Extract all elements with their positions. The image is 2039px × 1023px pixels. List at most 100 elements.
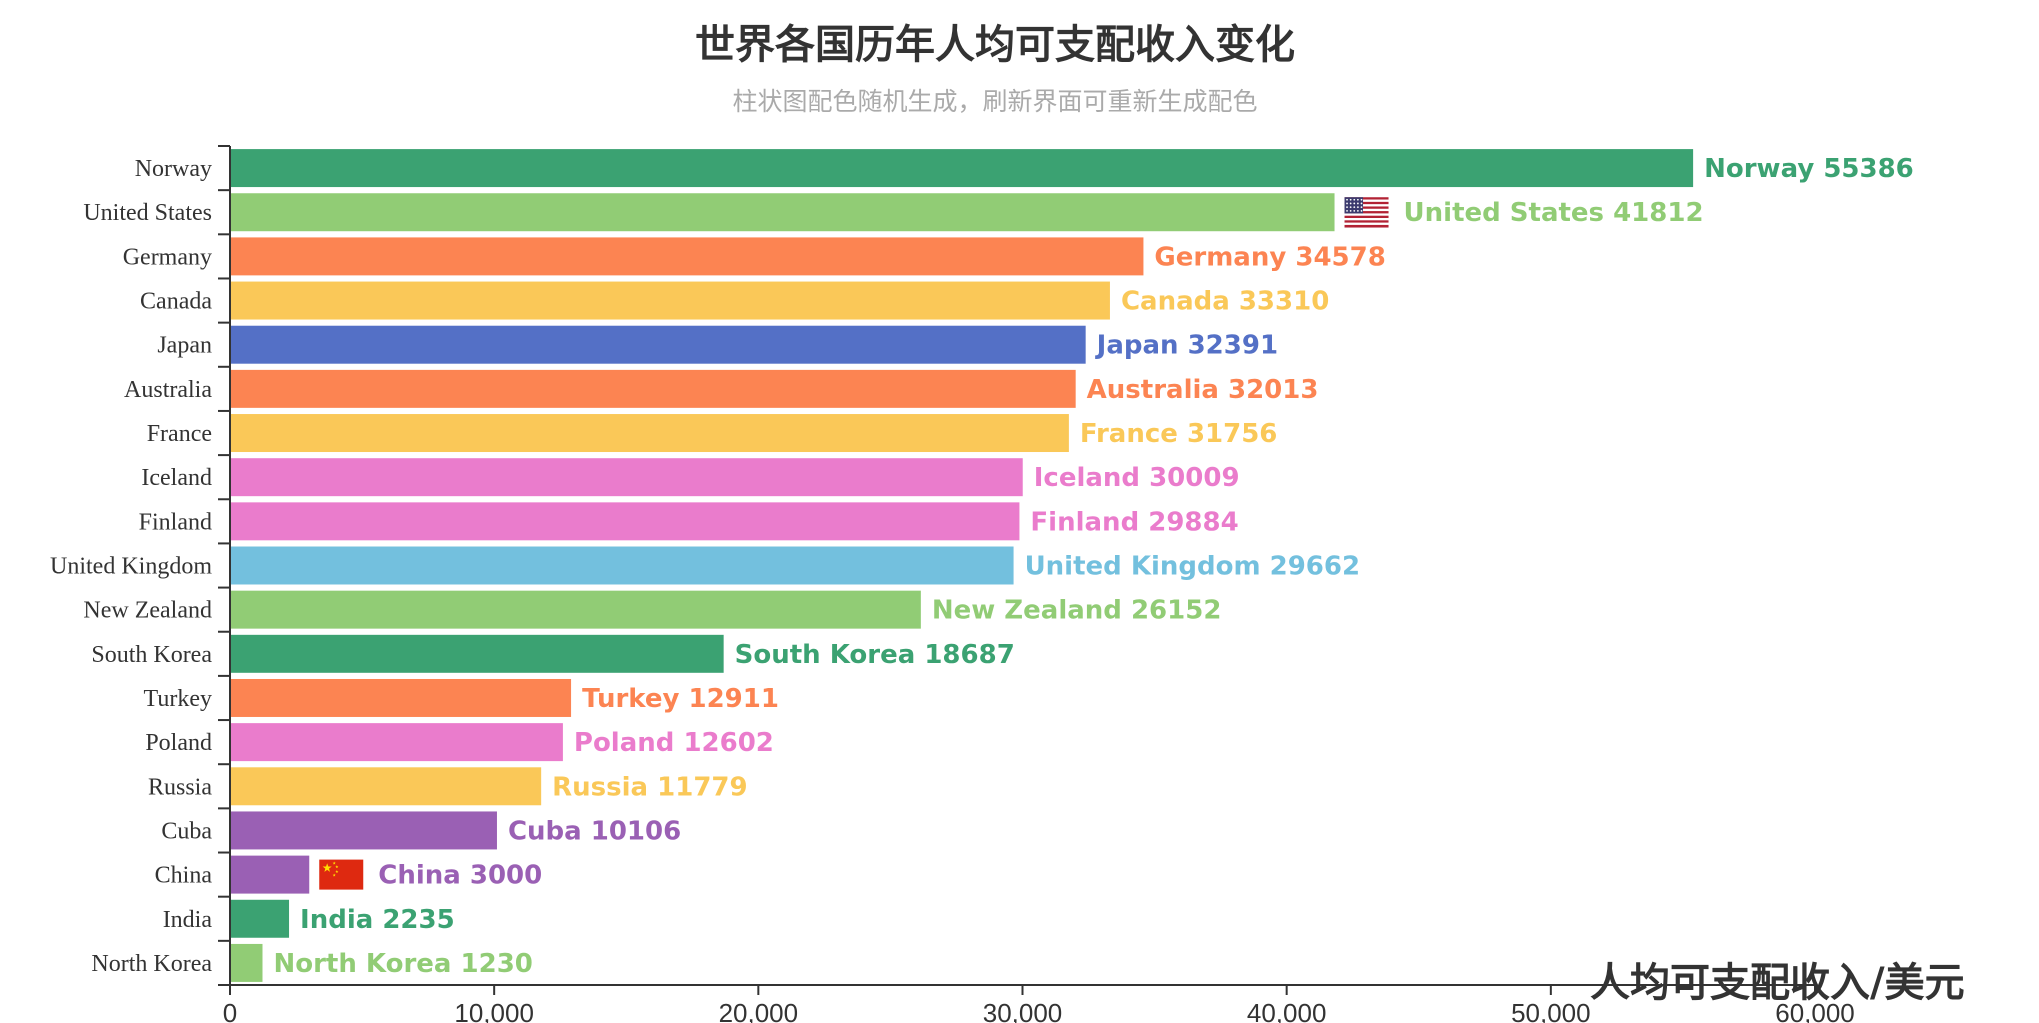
category-label: Norway: [135, 156, 212, 182]
flag-star: [1360, 198, 1363, 201]
bar-france: [231, 414, 1069, 453]
flag-star: [1349, 198, 1352, 201]
category-label: Poland: [145, 730, 212, 756]
category-label: Australia: [124, 377, 212, 403]
data-label: New Zealand 26152: [932, 596, 1222, 626]
bar-turkey: [231, 678, 572, 717]
bar-poland: [231, 723, 563, 762]
data-label: South Korea 18687: [735, 640, 1015, 670]
x-tick-label: 10,000: [454, 998, 534, 1023]
chart-title: 世界各国历年人均可支配收入变化: [695, 22, 1295, 68]
category-label: Canada: [140, 289, 212, 315]
x-tick-label: 0: [223, 998, 237, 1023]
data-label: Russia 11779: [552, 772, 747, 802]
category-label: Japan: [157, 333, 212, 359]
data-label: Cuba 10106: [508, 816, 681, 846]
flag-star: [322, 863, 332, 872]
bar-united-kingdom: [231, 546, 1014, 585]
x-tick-label: 20,000: [719, 998, 799, 1023]
category-label: China: [155, 863, 213, 889]
data-label: France 31756: [1080, 419, 1278, 449]
data-label: Germany 34578: [1154, 242, 1385, 272]
flag-star: [1356, 209, 1359, 212]
bar-canada: [231, 281, 1110, 320]
category-label: Turkey: [144, 686, 212, 712]
flag-stripe: [1344, 218, 1389, 221]
flag-star: [1346, 198, 1348, 201]
flag-star: [1360, 209, 1363, 212]
flag-star: [1353, 202, 1356, 205]
category-label: New Zealand: [83, 598, 212, 624]
data-label: China 3000: [378, 861, 542, 891]
flag-star: [1353, 209, 1356, 212]
flag-field: [319, 859, 364, 890]
bar-germany: [231, 237, 1144, 276]
data-label: Norway 55386: [1704, 154, 1914, 184]
bar-cuba: [231, 811, 497, 850]
data-label: Turkey 12911: [582, 684, 779, 714]
flag-stripe: [1344, 208, 1389, 212]
flag-star: [332, 873, 336, 877]
flag-star: [1349, 202, 1352, 205]
bar-finland: [231, 502, 1020, 541]
bar-japan: [231, 325, 1086, 364]
flag-star: [332, 861, 336, 865]
x-tick-label: 40,000: [1247, 998, 1327, 1023]
data-label: Canada 33310: [1121, 287, 1329, 317]
data-label: Poland 12602: [574, 728, 774, 758]
category-label: Germany: [123, 244, 212, 270]
bar-iceland: [231, 458, 1023, 497]
flag-stripe: [1344, 213, 1389, 216]
data-label: United Kingdom 29662: [1025, 552, 1361, 582]
category-label: Iceland: [141, 465, 212, 491]
flag-stripe: [1344, 215, 1389, 219]
bar-norway: [231, 149, 1694, 188]
flag-stripe: [1344, 206, 1389, 210]
flag-stripe: [1344, 199, 1389, 203]
flag-star: [1346, 202, 1348, 205]
bar-new-zealand: [231, 590, 921, 629]
x-tick-label: 60,000: [1775, 998, 1855, 1023]
data-label: Iceland 30009: [1034, 463, 1240, 493]
flag-canton: [1344, 197, 1364, 214]
bar-south-korea: [231, 634, 724, 673]
category-label: United Kingdom: [50, 554, 212, 580]
flag-star: [1360, 202, 1363, 205]
flag-star: [1353, 198, 1356, 201]
data-label: Japan 32391: [1095, 331, 1278, 361]
flag-stripe: [1344, 224, 1389, 228]
flag-star: [1353, 206, 1356, 209]
flag-stripe: [1344, 197, 1389, 200]
category-label: North Korea: [91, 951, 212, 977]
flag-star: [1356, 198, 1359, 201]
flag-stripe: [1344, 204, 1389, 207]
flag-stripe: [1344, 211, 1389, 214]
bar-china: [231, 855, 310, 894]
flag-star: [1349, 206, 1352, 209]
category-label: France: [147, 421, 212, 447]
category-label: Cuba: [161, 818, 212, 844]
china-flag-icon: [319, 859, 364, 890]
category-label: Finland: [139, 509, 212, 535]
us-flag-icon: [1344, 197, 1389, 228]
data-label: Finland 29884: [1030, 507, 1238, 537]
flag-star: [335, 865, 339, 869]
data-label: United States 41812: [1404, 198, 1704, 228]
flag-star: [335, 869, 339, 873]
bar-australia: [231, 369, 1076, 408]
flag-star: [1346, 209, 1348, 212]
data-label: Australia 32013: [1087, 375, 1319, 405]
x-tick-label: 30,000: [983, 998, 1063, 1023]
flag-star: [1346, 206, 1348, 209]
bar-united-states: [231, 193, 1335, 232]
data-label: North Korea 1230: [273, 949, 532, 979]
flag-stripe: [1344, 222, 1389, 226]
category-label: South Korea: [91, 642, 212, 668]
bar-north-korea: [231, 943, 263, 982]
chart-subtitle: 柱状图配色随机生成，刷新界面可重新生成配色: [732, 87, 1258, 116]
flag-star: [1349, 209, 1352, 212]
bar-india: [231, 899, 290, 938]
category-label: India: [163, 907, 213, 933]
